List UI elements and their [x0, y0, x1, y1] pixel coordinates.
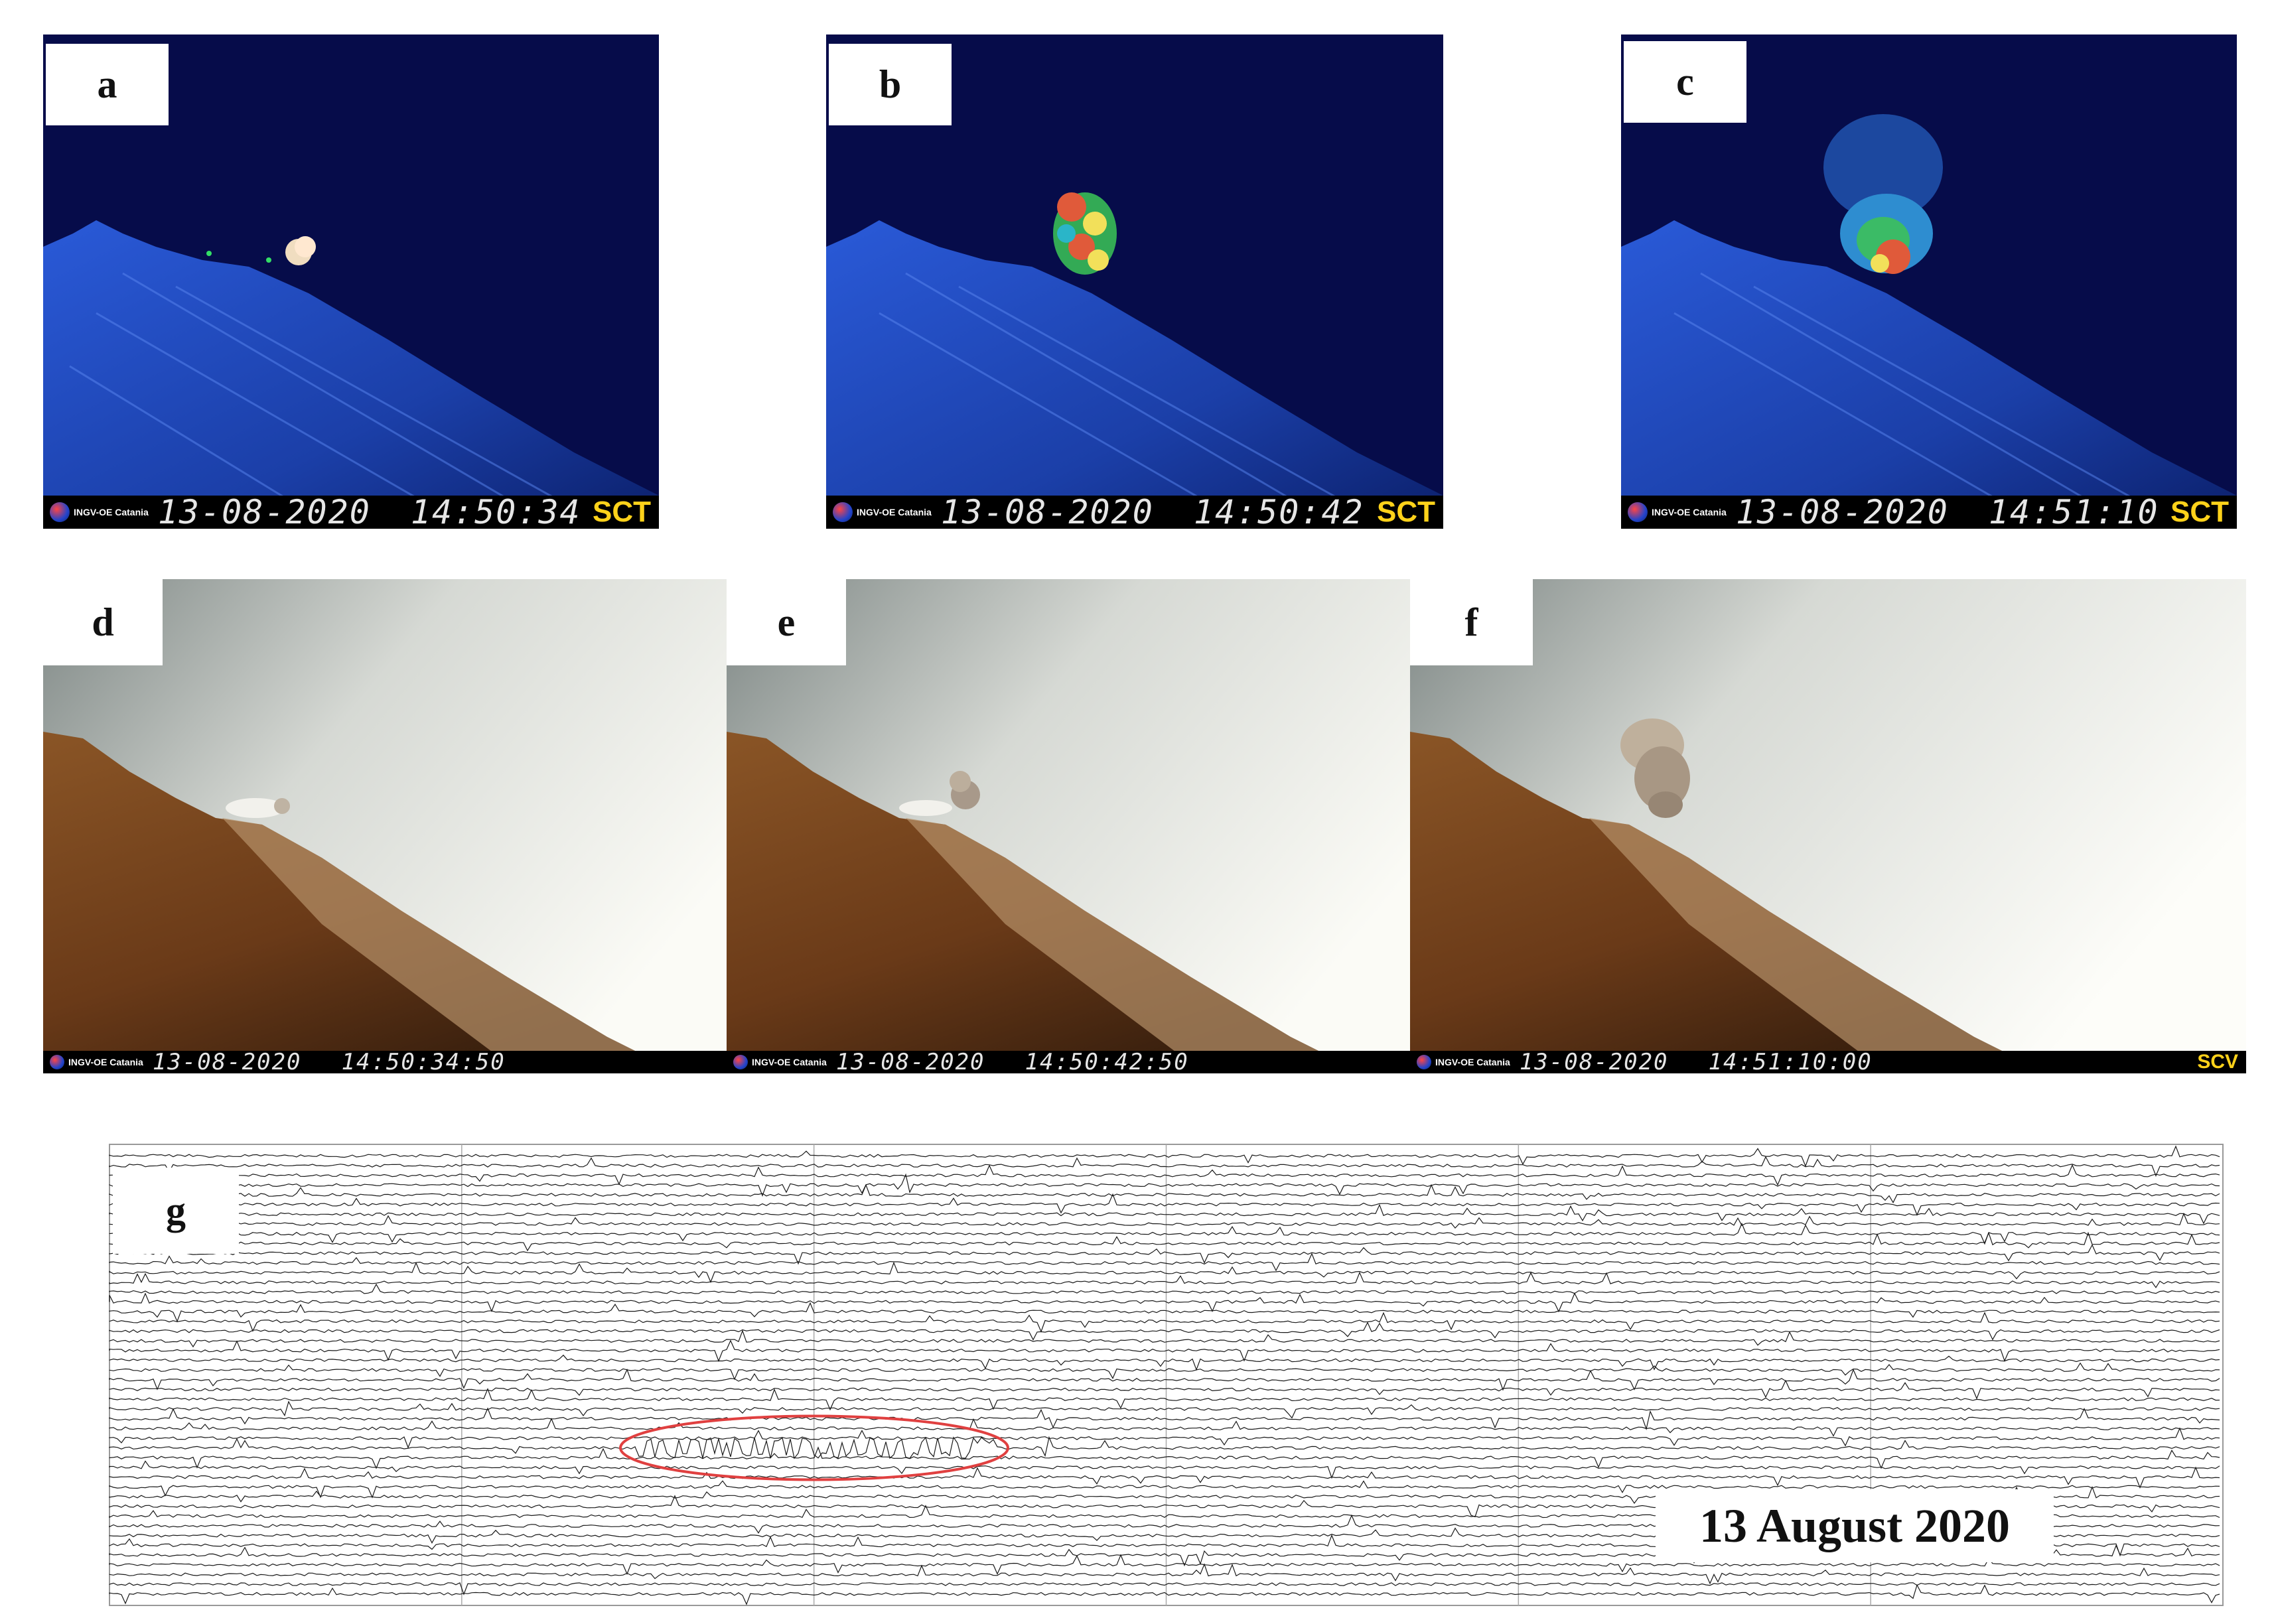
- seismogram-date-label: 13 August 2020: [1656, 1489, 2054, 1562]
- seismogram-trace: [109, 1302, 2220, 1323]
- seismogram-trace: [109, 1156, 2220, 1178]
- visible-panel-f: f INGV-OE Catania 13-08-2020 14:51:10:00…: [1410, 579, 2246, 1073]
- timestamp-bar: INGV-OE Catania 13-08-2020 14:50:42:50: [727, 1049, 1410, 1073]
- seismogram-trace: [109, 1418, 2220, 1437]
- seismogram-trace: [109, 1292, 2220, 1313]
- seismogram-trace: [109, 1368, 2220, 1391]
- panel-letter: c: [1624, 41, 1746, 123]
- ingv-logo: INGV-OE Catania: [50, 502, 149, 522]
- station-code: SCV: [2197, 1051, 2238, 1073]
- seismogram-trace: [109, 1193, 2220, 1216]
- seismogram-trace: [109, 1283, 2220, 1294]
- station-code: SCT: [1377, 496, 1435, 528]
- timestamp-bar: INGV-OE Catania 13-08-2020 14:51:10 SCT: [1621, 493, 2237, 529]
- seismogram-trace: [109, 1460, 2220, 1479]
- timestamp-bar: INGV-OE Catania 13-08-2020 14:50:34:50: [43, 1049, 727, 1073]
- thermal-panel-a: a INGV-OE Catania 13-08-2020 14:50:34 SC…: [43, 34, 659, 529]
- seismogram-trace: [109, 1339, 2220, 1363]
- thermal-panel-c: c INGV-OE Catania 13-08-2020 14:51:10 SC…: [1621, 34, 2237, 529]
- visible-panel-e: e INGV-OE Catania 13-08-2020 14:50:42:50: [727, 579, 1410, 1073]
- seismogram-trace: [109, 1312, 2220, 1333]
- ingv-logo: INGV-OE Catania: [833, 502, 932, 522]
- ingv-logo: INGV-OE Catania: [50, 1055, 143, 1069]
- seismogram-trace: [109, 1173, 2220, 1197]
- seismogram-trace: [109, 1203, 2220, 1225]
- panel-letter: b: [829, 44, 952, 125]
- seismogram-trace: [109, 1582, 2220, 1595]
- seismogram-trace: [109, 1400, 2220, 1419]
- timestamp-time: 14:50:42:50: [1025, 1049, 1189, 1073]
- thermal-image-a: [43, 34, 659, 529]
- seismogram-trace: [109, 1271, 2220, 1288]
- ingv-logo: INGV-OE Catania: [1628, 502, 1727, 522]
- visible-image-f: [1410, 579, 2246, 1073]
- thermal-image-b: [826, 34, 1443, 529]
- seismogram-trace: [109, 1222, 2220, 1245]
- thermal-panel-b: b INGV-OE Catania 13-08-2020 14:50:42 SC…: [826, 34, 1443, 529]
- timestamp-time: 14:50:34: [410, 493, 581, 529]
- seismogram-trace: [109, 1584, 2220, 1605]
- timestamp-date: 13-08-2020: [157, 493, 371, 529]
- seismogram-trace: [109, 1321, 2220, 1341]
- event-highlight-ellipse: [619, 1414, 1009, 1481]
- seismogram-trace: [109, 1354, 2220, 1371]
- ingv-logo: INGV-OE Catania: [733, 1055, 827, 1069]
- seismogram-trace: [109, 1407, 2220, 1431]
- visible-panel-d: d INGV-OE Catania 13-08-2020 14:50:34:50: [43, 579, 727, 1073]
- seismogram-trace: [109, 1388, 2220, 1411]
- timestamp-date: 13-08-2020: [1735, 493, 1949, 529]
- seismogram-trace: [109, 1252, 2220, 1272]
- seismogram-trace: [109, 1436, 2220, 1459]
- seismogram-trace: [109, 1446, 2220, 1469]
- seismogram-trace: [109, 1164, 2220, 1186]
- timestamp-bar: INGV-OE Catania 13-08-2020 14:50:42 SCT: [826, 493, 1443, 529]
- seismogram-trace: [109, 1427, 2220, 1449]
- panel-letter: f: [1410, 579, 1533, 665]
- seismogram-trace: [109, 1466, 2220, 1489]
- panel-letter: a: [46, 44, 169, 125]
- timestamp-time: 14:51:10:00: [1708, 1049, 1873, 1073]
- timestamp-bar: INGV-OE Catania 13-08-2020 14:50:34 SCT: [43, 493, 659, 529]
- timestamp-date: 13-08-2020: [940, 493, 1154, 529]
- timestamp-time: 14:51:10: [1988, 493, 2159, 529]
- seismogram-trace: [109, 1231, 2220, 1254]
- seismogram-plot: [109, 1144, 2224, 1606]
- timestamp-time: 14:50:42: [1193, 493, 1364, 529]
- seismogram-trace: [109, 1145, 2220, 1168]
- timestamp-date: 13-08-2020: [1519, 1049, 1669, 1073]
- seismogram-trace: [109, 1480, 2220, 1499]
- seismogram-trace: [109, 1184, 2220, 1204]
- timestamp-date: 13-08-2020: [835, 1049, 985, 1073]
- panel-letter: e: [727, 579, 846, 665]
- timestamp-time: 14:50:34:50: [341, 1049, 506, 1073]
- station-code: SCT: [2170, 496, 2229, 528]
- panel-letter: g: [113, 1168, 239, 1254]
- seismogram-trace: [109, 1244, 2220, 1265]
- seismogram-trace: [109, 1329, 2220, 1348]
- seismogram-trace: [109, 1554, 2220, 1576]
- seismogram-trace: [109, 1362, 2220, 1381]
- panel-letter: d: [43, 579, 163, 665]
- seismogram-trace: [109, 1379, 2220, 1400]
- seismogram-trace: [109, 1261, 2220, 1284]
- seismogram-trace: [109, 1563, 2220, 1585]
- timestamp-bar: INGV-OE Catania 13-08-2020 14:51:10:00 S…: [1410, 1049, 2246, 1073]
- ingv-logo: INGV-OE Catania: [1417, 1055, 1510, 1069]
- station-code: SCT: [593, 496, 651, 528]
- seismogram-trace: [109, 1212, 2220, 1235]
- timestamp-date: 13-08-2020: [152, 1049, 302, 1073]
